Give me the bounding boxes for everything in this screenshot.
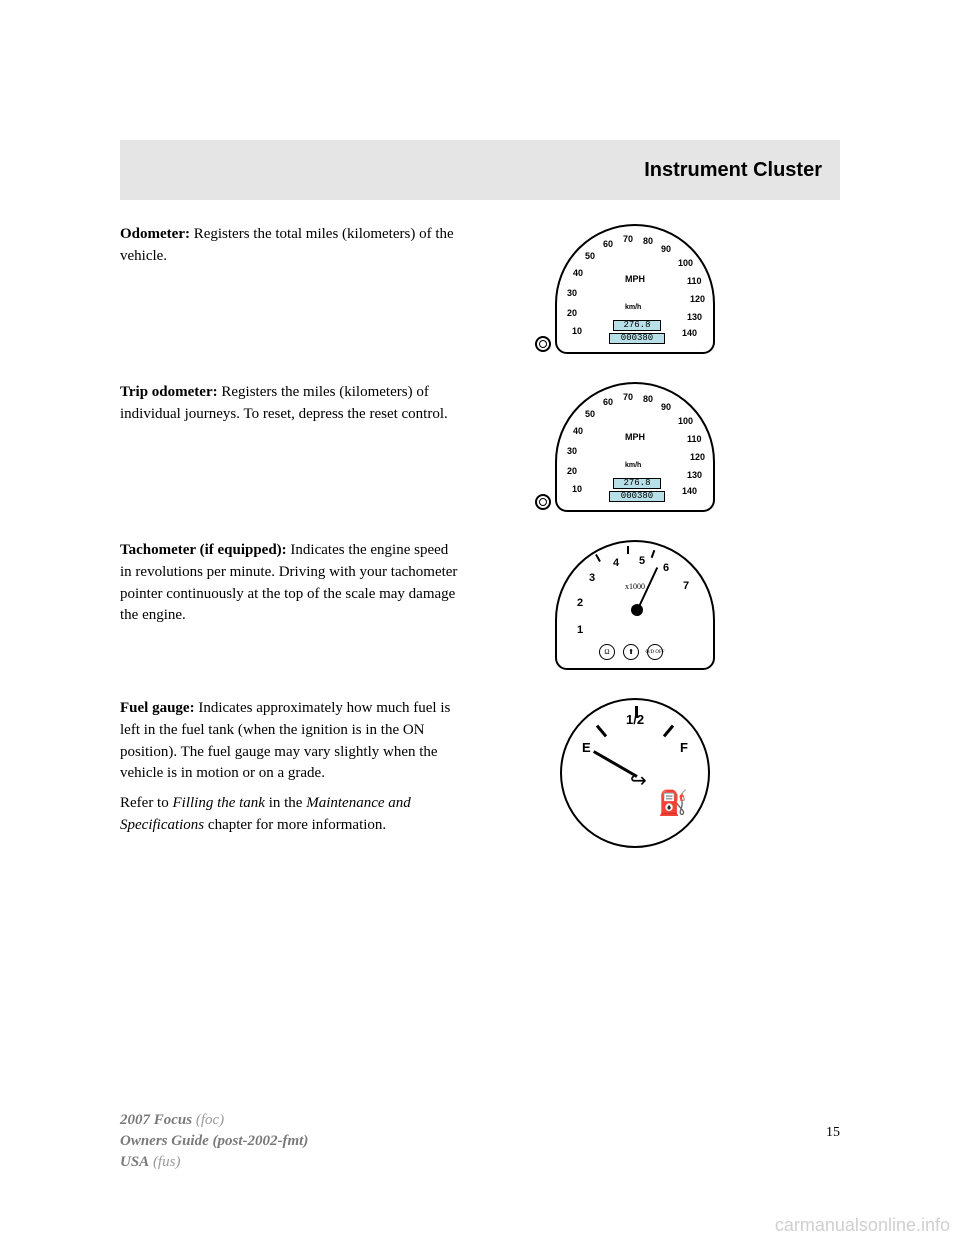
speed-kmh: km/h bbox=[625, 304, 641, 311]
speedometer-wrapper: 10 20 30 40 50 60 70 80 90 100 110 120 1… bbox=[535, 224, 735, 354]
speed2-40: 40 bbox=[573, 426, 583, 436]
fuel-tick bbox=[596, 725, 607, 738]
speed2-130: 130 bbox=[687, 470, 702, 480]
speed-30: 30 bbox=[567, 288, 577, 298]
speedometer-body-2: 10 20 30 40 50 60 70 80 90 100 110 120 1… bbox=[555, 382, 715, 512]
fuel-ref-pre: Refer to bbox=[120, 795, 172, 811]
tach-7: 7 bbox=[683, 580, 689, 592]
section-odometer: Odometer: Registers the total miles (kil… bbox=[120, 224, 840, 354]
fuel-tick bbox=[663, 725, 674, 738]
speed-70: 70 bbox=[623, 234, 633, 244]
fuel-tick bbox=[635, 706, 638, 718]
footer-region: USA bbox=[120, 1154, 149, 1170]
speed2-30: 30 bbox=[567, 446, 577, 456]
footer: 2007 Focus (foc) Owners Guide (post-2002… bbox=[120, 1110, 308, 1173]
speed-40: 40 bbox=[573, 268, 583, 278]
speed-100: 100 bbox=[678, 258, 693, 268]
speed-110: 110 bbox=[687, 276, 702, 286]
footer-model-code: (foc) bbox=[192, 1112, 224, 1128]
fuel-ref-mid: in the bbox=[265, 795, 306, 811]
speed2-140: 140 bbox=[682, 486, 697, 496]
speed2-120: 120 bbox=[690, 452, 705, 462]
speed-60: 60 bbox=[603, 239, 613, 249]
speed2-90: 90 bbox=[661, 402, 671, 412]
odo2-display: 000380 bbox=[609, 491, 665, 502]
section-title: Instrument Cluster bbox=[644, 159, 822, 182]
fuel-label: Fuel gauge: bbox=[120, 700, 195, 716]
speed-20: 20 bbox=[567, 308, 577, 318]
footer-guide: Owners Guide (post-2002-fmt) bbox=[120, 1133, 308, 1149]
indicator-icon-3: O/D OFF bbox=[647, 644, 663, 660]
speed2-100: 100 bbox=[678, 416, 693, 426]
speed-130: 130 bbox=[687, 312, 702, 322]
speed2-70: 70 bbox=[623, 392, 633, 402]
speed-90: 90 bbox=[661, 244, 671, 254]
fuel-ref-italic1: Filling the tank bbox=[172, 795, 264, 811]
header-bar: Instrument Cluster bbox=[120, 140, 840, 200]
odo-display: 000380 bbox=[609, 333, 665, 344]
trip-gauge: 10 20 30 40 50 60 70 80 90 100 110 120 1… bbox=[460, 382, 780, 512]
speed2-50: 50 bbox=[585, 409, 595, 419]
speed2-80: 80 bbox=[643, 394, 653, 404]
page-number: 15 bbox=[826, 1125, 840, 1141]
speed2-110: 110 bbox=[687, 434, 702, 444]
tach-text: Tachometer (if equipped): Indicates the … bbox=[120, 540, 460, 635]
tach-label: Tachometer (if equipped): bbox=[120, 542, 287, 558]
speed2-20: 20 bbox=[567, 466, 577, 476]
footer-region-code: (fus) bbox=[149, 1154, 180, 1170]
trip-label: Trip odometer: bbox=[120, 384, 218, 400]
speed-120: 120 bbox=[690, 294, 705, 304]
fuel-E: E bbox=[582, 740, 591, 755]
odometer-label: Odometer: bbox=[120, 226, 190, 242]
tach-6: 6 bbox=[663, 562, 669, 574]
fuel-pump-icon: ⛽ bbox=[658, 789, 688, 818]
odometer-text: Odometer: Registers the total miles (kil… bbox=[120, 224, 460, 276]
speed-mph: MPH bbox=[625, 274, 645, 284]
tach-3: 3 bbox=[589, 572, 595, 584]
trip2-display: 276.8 bbox=[613, 478, 661, 489]
section-tachometer: Tachometer (if equipped): Indicates the … bbox=[120, 540, 840, 670]
tach-x1000: x1000 bbox=[625, 582, 645, 591]
tach-tick bbox=[651, 550, 656, 558]
watermark: carmanualsonline.info bbox=[775, 1215, 950, 1236]
section-fuel: Fuel gauge: Indicates approximately how … bbox=[120, 698, 840, 848]
odometer-gauge: 10 20 30 40 50 60 70 80 90 100 110 120 1… bbox=[460, 224, 780, 354]
tach-tick bbox=[627, 546, 629, 554]
trip-text: Trip odometer: Registers the miles (kilo… bbox=[120, 382, 460, 434]
fuel-ref-suf: chapter for more information. bbox=[204, 817, 386, 833]
tach-4: 4 bbox=[613, 557, 619, 569]
trip-display: 276.8 bbox=[613, 320, 661, 331]
speedometer-wrapper-2: 10 20 30 40 50 60 70 80 90 100 110 120 1… bbox=[535, 382, 735, 512]
tachometer-hub bbox=[631, 604, 643, 616]
speed2-kmh: km/h bbox=[625, 462, 641, 469]
speedometer-body: 10 20 30 40 50 60 70 80 90 100 110 120 1… bbox=[555, 224, 715, 354]
fuel-F: F bbox=[680, 740, 688, 755]
indicator-icon-1: Ω bbox=[599, 644, 615, 660]
speed-50: 50 bbox=[585, 251, 595, 261]
speed2-10: 10 bbox=[572, 484, 582, 494]
fuel-arrow-icon: ↪ bbox=[630, 768, 647, 793]
page-content: Instrument Cluster Odometer: Registers t… bbox=[120, 140, 840, 876]
tach-2: 2 bbox=[577, 597, 583, 609]
footer-model: 2007 Focus bbox=[120, 1112, 192, 1128]
speed-10: 10 bbox=[572, 326, 582, 336]
fuel-text: Fuel gauge: Indicates approximately how … bbox=[120, 698, 460, 845]
speed-80: 80 bbox=[643, 236, 653, 246]
reset-button-icon bbox=[535, 336, 551, 352]
speed2-mph: MPH bbox=[625, 432, 645, 442]
indicator-icon-2: ⬆ bbox=[623, 644, 639, 660]
tachometer-body: 1 2 3 4 5 6 7 x1000 Ω ⬆ O/D OFF bbox=[555, 540, 715, 670]
tach-1: 1 bbox=[577, 624, 583, 636]
speed2-60: 60 bbox=[603, 397, 613, 407]
tach-tick bbox=[595, 554, 601, 562]
speed-140: 140 bbox=[682, 328, 697, 338]
reset-button-icon-2 bbox=[535, 494, 551, 510]
fuel-gauge-body: E 1/2 F ↪ ⛽ bbox=[560, 698, 710, 848]
section-trip: Trip odometer: Registers the miles (kilo… bbox=[120, 382, 840, 512]
fuel-gauge: E 1/2 F ↪ ⛽ bbox=[460, 698, 780, 848]
tach-5: 5 bbox=[639, 555, 645, 567]
tach-gauge: 1 2 3 4 5 6 7 x1000 Ω ⬆ O/D OFF bbox=[460, 540, 780, 670]
